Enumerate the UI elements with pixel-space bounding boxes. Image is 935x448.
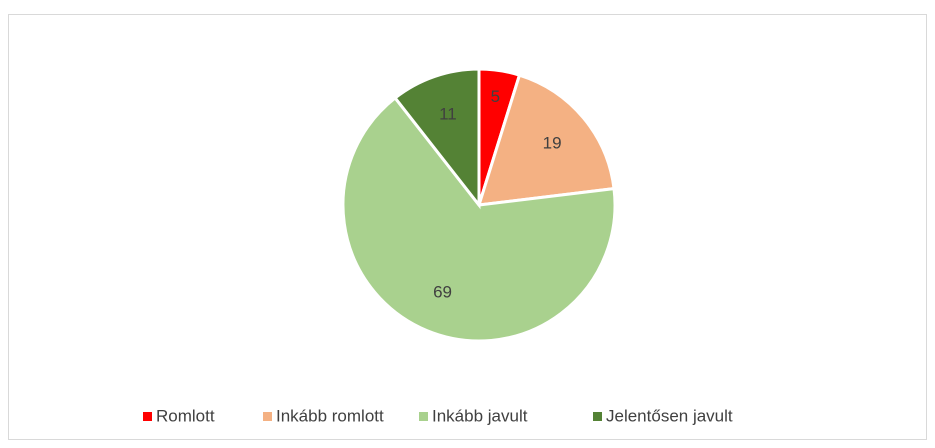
pie-slice	[393, 67, 481, 210]
legend-marker	[263, 412, 272, 421]
legend-marker	[593, 412, 602, 421]
pie-slice	[341, 95, 617, 343]
legend-label: Inkább javult	[432, 406, 528, 425]
legend-marker	[143, 412, 152, 421]
data-label: 69	[433, 282, 452, 301]
data-label: 5	[491, 87, 500, 106]
legend-label: Jelentősen javult	[606, 406, 733, 425]
legend-label: Romlott	[156, 406, 215, 425]
legend-marker	[419, 412, 428, 421]
pie-slice	[476, 73, 616, 207]
legend-label: Inkább romlott	[276, 406, 384, 425]
data-label: 11	[439, 104, 457, 123]
data-label: 19	[543, 134, 562, 153]
